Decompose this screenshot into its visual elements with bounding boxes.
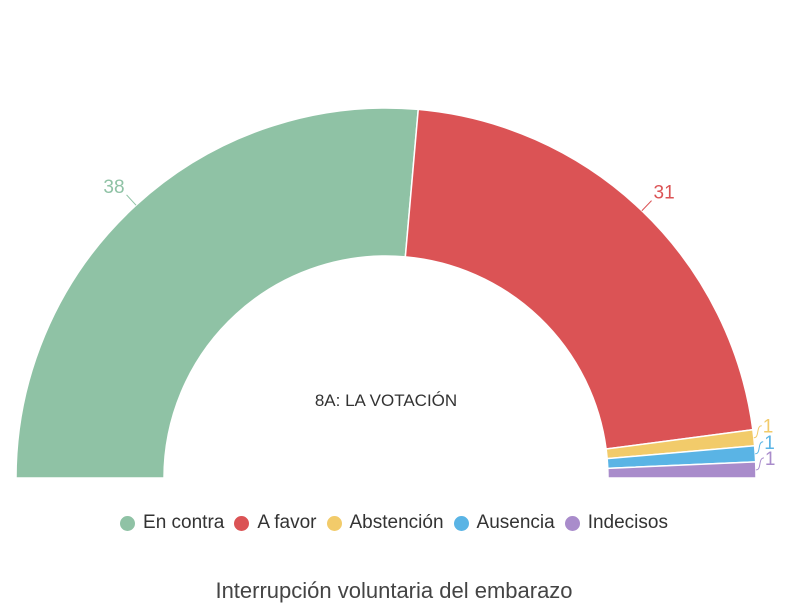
slice-a-favor[interactable]: [404, 108, 754, 450]
legend-item-indecisos[interactable]: Indecisos: [564, 512, 668, 534]
legend-item-a-favor[interactable]: A favor: [234, 512, 317, 534]
legend-swatch: [120, 515, 136, 531]
chart-center-label: 8A: LA VOTACIÓN: [315, 391, 457, 410]
data-label-en-contra: 38: [103, 177, 124, 198]
chart-legend: En contra A favor Abstención Ausencia Indeci…: [0, 512, 788, 537]
legend-item-ausencia[interactable]: Ausencia: [453, 512, 555, 534]
chart-caption: Interrupción voluntaria del embarazo: [215, 578, 573, 603]
data-label-a-favor: 31: [654, 183, 675, 204]
legend-label: Abstención: [349, 512, 444, 533]
slice-en-contra[interactable]: [15, 107, 420, 479]
legend-swatch: [453, 515, 469, 531]
connector-4: [755, 457, 765, 471]
legend-item-en-contra[interactable]: En contra: [120, 512, 224, 534]
legend-label: A favor: [257, 512, 317, 533]
data-label-indecisos: 1: [765, 449, 776, 470]
slice-indecisos[interactable]: [607, 461, 757, 479]
legend-swatch: [564, 515, 580, 531]
legend-item-abstención[interactable]: Abstención: [326, 512, 444, 534]
chart-slices: [15, 107, 757, 479]
data-label-abstención: 1: [763, 417, 774, 438]
legend-label: Indecisos: [587, 512, 668, 533]
data-label-ausencia: 1: [764, 433, 775, 454]
connector-1: [641, 200, 652, 212]
legend-swatch: [234, 515, 250, 531]
connector-2: [753, 425, 762, 439]
legend-swatch: [326, 515, 342, 531]
connector-3: [755, 441, 764, 455]
legend-label: En contra: [143, 512, 225, 533]
connector-0: [126, 194, 137, 206]
legend-label: Ausencia: [476, 512, 555, 533]
